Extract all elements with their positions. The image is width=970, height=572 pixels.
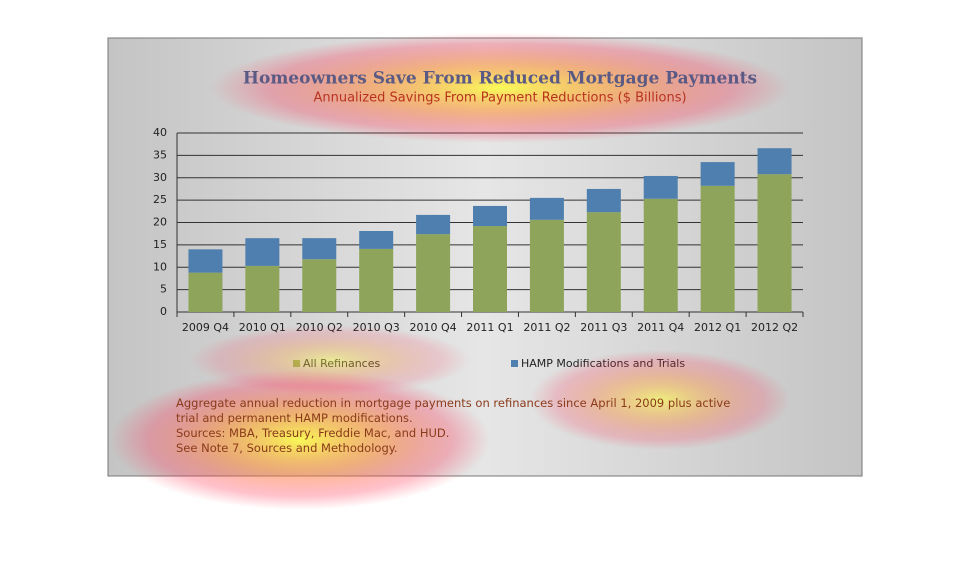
note-line: See Note 7, Sources and Methodology. xyxy=(176,441,398,455)
x-tick-label: 2011 Q1 xyxy=(466,321,513,334)
bar-segment xyxy=(529,219,564,312)
y-tick-label: 30 xyxy=(153,171,167,184)
x-tick-label: 2010 Q4 xyxy=(410,321,457,334)
bar-segment xyxy=(586,212,621,312)
y-tick-label: 10 xyxy=(153,260,167,273)
bar-segment xyxy=(757,174,792,312)
bar-segment xyxy=(302,238,337,260)
bar-segment xyxy=(416,214,451,235)
y-tick-label: 0 xyxy=(160,305,167,318)
bar-segment xyxy=(643,175,678,199)
note-line: Aggregate annual reduction in mortgage p… xyxy=(176,396,731,425)
x-tick-label: 2011 Q2 xyxy=(523,321,570,334)
y-tick-label: 25 xyxy=(153,193,167,206)
bar-segment xyxy=(188,272,223,312)
bar-segment xyxy=(757,148,792,175)
bar-segment xyxy=(416,234,451,312)
notes: Aggregate annual reduction in mortgage p… xyxy=(176,396,736,456)
bar-segment xyxy=(529,197,564,220)
y-tick-label: 5 xyxy=(160,283,167,296)
x-tick-label: 2012 Q2 xyxy=(751,321,798,334)
bar-segment xyxy=(359,248,394,312)
x-tick-label: 2009 Q4 xyxy=(182,321,229,334)
bar-segment xyxy=(473,205,507,227)
bar-segment xyxy=(359,231,394,249)
bar-segment xyxy=(302,259,337,312)
bar-segment xyxy=(700,162,735,186)
heat-spot xyxy=(110,370,490,510)
heat-spot xyxy=(190,325,470,395)
bar-segment xyxy=(245,265,280,312)
note-line: Sources: MBA, Treasury, Freddie Mac, and… xyxy=(176,426,450,440)
y-tick-label: 40 xyxy=(153,126,167,139)
bar-segment xyxy=(643,198,678,312)
y-tick-label: 15 xyxy=(153,238,167,251)
chart-title: Homeowners Save From Reduced Mortgage Pa… xyxy=(243,69,757,89)
legend-swatch xyxy=(511,360,518,367)
heat-spot xyxy=(210,33,790,143)
heat-spot xyxy=(530,350,790,450)
bar-segment xyxy=(473,226,507,312)
bar-segment xyxy=(188,249,223,273)
bar-segment xyxy=(586,188,621,213)
x-tick-label: 2011 Q4 xyxy=(637,321,684,334)
bar-segment xyxy=(700,185,735,312)
y-tick-label: 35 xyxy=(153,148,167,161)
bar-segment xyxy=(245,238,280,266)
x-tick-label: 2011 Q3 xyxy=(580,321,627,334)
y-tick-label: 20 xyxy=(153,216,167,229)
x-tick-label: 2012 Q1 xyxy=(694,321,741,334)
chart-subtitle: Annualized Savings From Payment Reductio… xyxy=(313,91,686,106)
